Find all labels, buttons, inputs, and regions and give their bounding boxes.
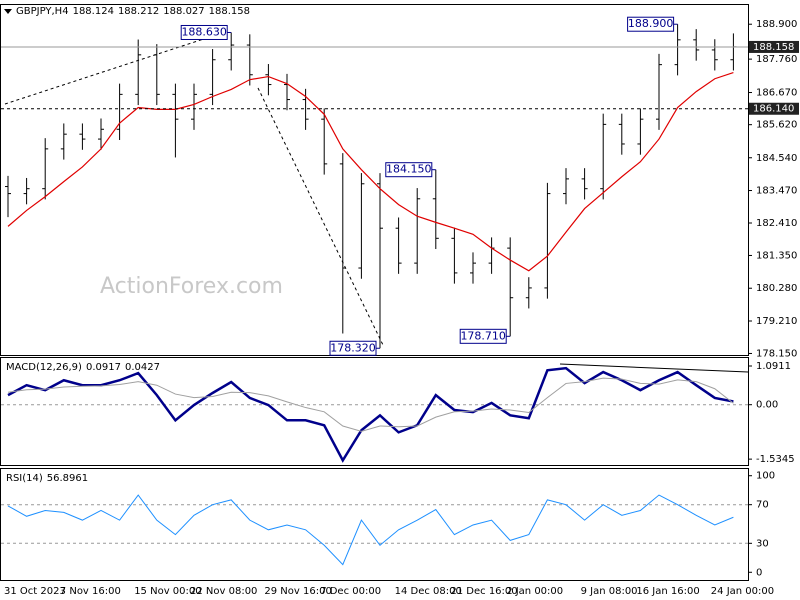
price-line-box: [749, 40, 799, 53]
rsi-panel: [0, 468, 749, 581]
x-tick-label: 22 Nov 08:00: [190, 586, 257, 597]
x-tick-label: 29 Nov 16:00: [264, 586, 331, 597]
y-tick-label: 184.540: [756, 153, 797, 164]
annotation-label: 188.900: [628, 17, 674, 30]
y-tick-label: 187.760: [756, 54, 797, 65]
annotation-box: [385, 162, 433, 178]
header-value: 56.8961: [47, 473, 88, 484]
x-tick-label: 14 Dec 08:00: [395, 586, 462, 597]
moving-average: [7, 72, 734, 272]
price-line-label: 186.140: [753, 104, 794, 115]
x-tick-label: 16 Jan 16:00: [636, 586, 699, 597]
y-tick-label: 1.0911: [756, 361, 791, 372]
y-tick-label: 180.280: [756, 283, 797, 294]
annotation-label: 178.710: [460, 329, 506, 342]
x-tick-label: 7 Dec 00:00: [320, 586, 381, 597]
annotation-label: 188.630: [181, 25, 227, 38]
x-tick-label: 21 Dec 16:00: [450, 586, 517, 597]
panel-title: GBPJPY,H4: [16, 6, 69, 17]
macd-trend-line: [559, 363, 749, 373]
x-tick-label: 15 Nov 00:00: [134, 586, 201, 597]
x-tick-label: 31 Oct 2023: [4, 586, 66, 597]
annotation-box: [180, 24, 228, 40]
header-value: 0.0427: [125, 362, 160, 373]
indicator-line: [7, 494, 734, 566]
y-tick-label: 183.470: [756, 186, 797, 197]
header-value: 188.124: [73, 6, 114, 17]
y-tick-label: 30: [756, 538, 769, 549]
watermark: ActionForex.com: [100, 274, 283, 299]
y-tick-label: 182.410: [756, 218, 797, 229]
panel-header: MACD(12,26,9) 0.0917 0.0427: [6, 362, 160, 373]
price-panel: [0, 4, 749, 356]
x-tick-label: 24 Jan 00:00: [711, 586, 774, 597]
panel-header: GBPJPY,H4 188.124 188.212 188.027 188.158: [16, 6, 250, 17]
y-tick-label: 179.210: [756, 316, 797, 327]
y-tick-label: 178.150: [756, 348, 797, 359]
y-tick-label: 181.350: [756, 250, 797, 261]
y-tick-label: 100: [756, 471, 775, 482]
y-tick-label: 186.670: [756, 88, 797, 99]
x-tick-label: 2 Jan 00:00: [506, 586, 563, 597]
y-tick-label: 185.620: [756, 120, 797, 131]
y-tick-label: 70: [756, 500, 769, 511]
y-tick-label: 0: [756, 567, 762, 578]
price-line-box: [749, 102, 799, 115]
annotation-box: [329, 340, 377, 356]
header-value: 188.158: [209, 6, 250, 17]
y-tick-label: -1.5345: [756, 454, 795, 465]
x-tick-label: 7 Nov 16:00: [60, 586, 121, 597]
trend-line: [257, 87, 384, 346]
header-value: 188.027: [163, 6, 204, 17]
macd-panel: [0, 357, 749, 466]
indicator-line: [7, 366, 734, 463]
trend-line: [4, 32, 223, 105]
panel-header: RSI(14) 56.8961: [6, 473, 88, 484]
annotation-label: 184.150: [386, 163, 432, 176]
indicator-line: [7, 377, 734, 432]
header-value: 188.212: [118, 6, 159, 17]
y-tick-label: 0.00: [756, 400, 778, 411]
annotation-label: 178.320: [330, 341, 376, 354]
header-value: 0.0917: [86, 362, 121, 373]
annotation-box: [627, 16, 675, 32]
x-tick-label: 9 Jan 08:00: [581, 586, 638, 597]
annotation-box: [459, 328, 507, 344]
menu-icon: [4, 9, 12, 14]
price-line-label: 188.158: [753, 42, 794, 53]
panel-title: RSI(14): [6, 473, 43, 484]
panel-title: MACD(12,26,9): [6, 362, 82, 373]
y-tick-label: 188.900: [756, 19, 797, 30]
